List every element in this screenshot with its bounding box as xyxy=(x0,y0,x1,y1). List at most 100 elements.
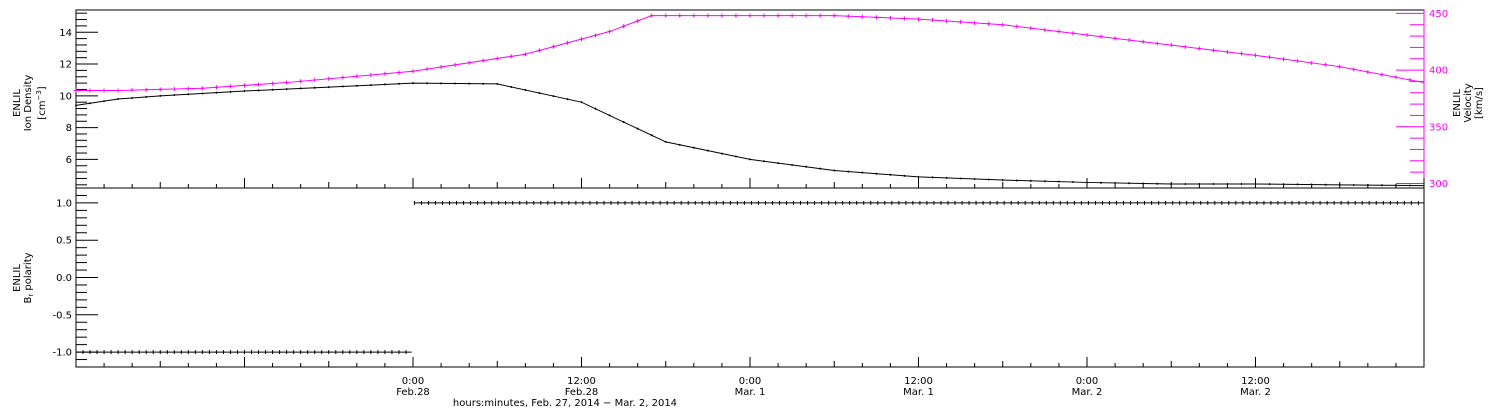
ion-density-series-point xyxy=(594,107,597,110)
velocity-axis-tick-label: 300 xyxy=(1429,179,1448,190)
ion-density-series-point xyxy=(159,94,162,97)
ion-density-series-point xyxy=(426,82,429,85)
top-panel-frame xyxy=(75,9,1425,189)
ion-density-series-point xyxy=(1380,184,1383,187)
velocity-series-point xyxy=(1323,62,1328,67)
velocity-series-point xyxy=(1281,57,1286,62)
velocity-series-point xyxy=(326,76,331,81)
ion-density-series-point xyxy=(720,152,723,155)
velocity-title-line1: ENLIL xyxy=(1452,89,1463,117)
ion-density-series-point xyxy=(1001,179,1004,182)
velocity-series-point xyxy=(649,13,654,18)
ion-density-series-point xyxy=(945,176,948,179)
ion-density-axis-tick-label: 14 xyxy=(59,28,72,39)
frame-layer xyxy=(75,9,1425,368)
velocity-series-point xyxy=(705,13,710,18)
velocity-series-point xyxy=(1295,59,1300,64)
velocity-series-point xyxy=(902,16,907,21)
velocity-series-point xyxy=(523,52,528,57)
ion-density-series-point xyxy=(145,95,148,98)
velocity-series-point xyxy=(284,80,289,85)
ion-density-series-point xyxy=(243,90,246,93)
tick-layer: 6 8 10 12 14 -1.0 -0.5 0.0 0.5 1.0 300 350 400 450 0:0… xyxy=(52,9,1448,398)
ion-density-series-point xyxy=(285,88,288,91)
velocity-series-point xyxy=(1127,38,1132,43)
ion-density-series-point xyxy=(412,82,414,85)
ion-density-series-point xyxy=(89,102,92,105)
ion-density-series-point xyxy=(763,160,766,163)
velocity-series-point xyxy=(1393,75,1398,80)
ion-density-series-point xyxy=(1057,180,1060,183)
ion-density-series-point xyxy=(552,95,555,98)
ion-density-series-point xyxy=(903,174,906,177)
x-axis-date-label: Mar. 1 xyxy=(903,387,934,398)
velocity-series-point xyxy=(74,88,78,93)
x-axis-time-label: 0:00 xyxy=(402,376,424,387)
velocity-series-point xyxy=(719,13,724,18)
ion-density-series-point xyxy=(1268,183,1271,186)
ion-density-series-point xyxy=(875,172,878,175)
velocity-series-point xyxy=(88,88,93,93)
velocity-series-point xyxy=(1253,53,1258,58)
velocity-series-point xyxy=(846,14,851,19)
velocity-series-point xyxy=(762,13,767,18)
velocity-series-point xyxy=(1309,60,1314,65)
br-polarity-rest: polarity xyxy=(23,252,34,293)
ion-density-series-point xyxy=(1282,183,1285,186)
ion-density-series-point xyxy=(1240,183,1243,186)
x-axis-date-label: Feb.28 xyxy=(565,387,599,398)
ion-density-series-point xyxy=(313,86,316,89)
velocity-series-point xyxy=(593,33,598,38)
velocity-series-point xyxy=(354,74,359,79)
x-axis-date-label: Mar. 2 xyxy=(1240,387,1271,398)
x-axis-title: hours:minutes, Feb. 27, 2014 − Mar. 2, 2… xyxy=(453,398,677,409)
velocity-series-point xyxy=(551,44,556,49)
ion-density-series-point xyxy=(1142,182,1145,185)
velocity-series-point xyxy=(396,70,401,75)
ion-density-title-line2: Ion Density xyxy=(23,75,34,132)
ion-density-series-point xyxy=(524,88,527,91)
ion-density-series-point xyxy=(987,178,990,181)
velocity-series-point xyxy=(1407,77,1412,82)
velocity-series-point xyxy=(186,86,191,91)
velocity-series-point xyxy=(439,64,444,69)
br-polarity-title-line2: Br polarity xyxy=(23,252,35,303)
ion-density-series-point xyxy=(608,114,611,117)
ion-density-series-point xyxy=(1128,182,1131,185)
velocity-series-point xyxy=(1155,41,1160,46)
velocity-series-point xyxy=(1056,29,1061,34)
ion-density-series-point xyxy=(678,143,681,146)
ion-density-series-point xyxy=(566,98,569,101)
ion-density-series-point xyxy=(959,177,962,180)
ion-density-series-point xyxy=(1071,181,1074,184)
velocity-series-point xyxy=(635,18,640,23)
ion-density-series-point xyxy=(1029,179,1032,182)
velocity-series-point xyxy=(1337,64,1342,69)
ion-density-series-point xyxy=(229,90,232,93)
velocity-series-point xyxy=(860,14,865,19)
ion-density-series-point xyxy=(749,158,751,161)
velocity-series-point xyxy=(930,18,935,23)
x-axis-date-label: Feb.28 xyxy=(396,387,430,398)
ion-density-series-point xyxy=(257,89,260,92)
br-polarity-b: B xyxy=(23,297,34,304)
ion-density-series-point xyxy=(847,170,850,173)
velocity-series-point xyxy=(944,18,949,23)
br-polarity-axis-tick-label: 0.0 xyxy=(56,273,72,284)
bottom-panel-frame xyxy=(75,187,1425,368)
velocity-series-point xyxy=(1211,48,1216,53)
ion-density-unit: [cm−3] xyxy=(35,86,48,119)
ion-density-series-point xyxy=(1015,179,1018,182)
velocity-series-point xyxy=(621,24,626,29)
velocity-axis-tick-label: 400 xyxy=(1429,66,1448,77)
ion-density-series-point xyxy=(1226,183,1229,186)
velocity-axis-tick-label: 350 xyxy=(1429,122,1448,133)
ion-density-series-point xyxy=(1296,183,1299,186)
velocity-series-point xyxy=(804,13,809,18)
velocity-series-point xyxy=(818,13,823,18)
ion-density-series-point xyxy=(510,85,513,88)
velocity-series-point xyxy=(144,87,149,92)
ion-density-series-point xyxy=(1170,183,1173,186)
velocity-series-point xyxy=(1239,51,1244,56)
ion-density-series-point xyxy=(1324,183,1327,186)
